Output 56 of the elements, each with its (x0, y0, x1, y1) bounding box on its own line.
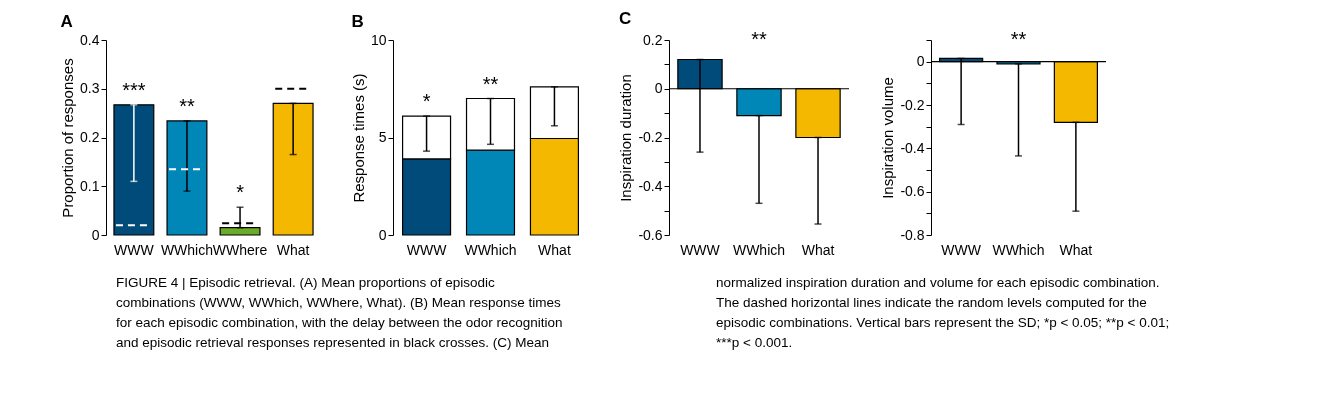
y-tick-label: -0.8 (900, 226, 925, 243)
y-tick-label: 0.2 (643, 31, 663, 48)
y-axis-title: Inspiration duration (617, 74, 635, 202)
y-tick-label: 0.4 (80, 31, 100, 48)
text: and episodic retrieval responses represented in black crosses. (C) Mean (116, 335, 549, 350)
y-tick-label: 0 (91, 226, 100, 243)
text: episodic combinations. Vertical bars represent the SD; *p < 0.05; **p < 0.01; (716, 315, 1170, 330)
y-tick-label: -0.4 (900, 139, 925, 156)
y-tick-label: -0.4 (638, 177, 663, 194)
chart-title: C (618, 9, 632, 28)
x-tick-label: What (1059, 241, 1093, 258)
y-tick-label: 10 (370, 31, 387, 48)
annotation: ** (482, 72, 499, 95)
x-tick-label: WWhich (992, 241, 1045, 258)
y-tick-label: 5 (378, 129, 387, 145)
annotation: ** (1010, 28, 1027, 50)
caption: FIGURE 4 | Episodic retrieval. (A) Mean proportions of episodic (116, 275, 495, 290)
bar (272, 102, 314, 236)
bar (166, 120, 208, 236)
x-tick-label: WWhich (732, 241, 786, 258)
annotation: * (236, 181, 245, 204)
y-axis-title: Response times (s) (349, 73, 367, 203)
chart-title: A (60, 12, 73, 31)
text: combinations (WWW, WWhich, WWhere, What). (B) Mean response times (116, 295, 562, 310)
y-axis-title: Proportion of responses (59, 58, 77, 218)
annotation: *** (122, 78, 146, 101)
annotation: * (422, 90, 431, 113)
x-tick-label: WWW (680, 241, 721, 258)
x-tick-label: What (276, 241, 310, 258)
text: ***p < 0.001. (716, 335, 793, 350)
annotation: ** (751, 28, 767, 50)
bar (113, 104, 155, 236)
x-tick-label: WWhich (160, 241, 214, 258)
x-tick-label: WWW (941, 241, 982, 258)
y-tick-label: 0.3 (80, 80, 100, 97)
y-tick-label: 0.2 (80, 129, 100, 145)
text: for each episodic combination, with the delay between the odor recognition (116, 315, 563, 330)
x-tick-label: What (801, 241, 835, 258)
x-tick-label: WWW (114, 241, 155, 258)
annotation: ** (179, 94, 195, 117)
y-tick-label: 0.1 (80, 177, 100, 194)
x-tick-label: What (538, 241, 571, 258)
text: normalized inspiration duration and volume for each episodic combination. (716, 275, 1160, 290)
y-tick-label: -0.6 (900, 183, 925, 200)
y-axis-title: Inspiration volume (879, 77, 897, 199)
x-tick-label: WWW (406, 241, 448, 258)
x-tick-label: WWhich (464, 241, 517, 258)
y-tick-label: -0.2 (638, 129, 663, 145)
x-tick-label: WWhere (212, 241, 268, 258)
chart-title: B (351, 12, 364, 31)
y-tick-label: -0.2 (900, 96, 925, 113)
y-tick-label: 0 (654, 80, 663, 97)
y-tick-label: 0 (378, 226, 387, 243)
text: The dashed horizontal lines indicate the random levels computed for the (716, 295, 1147, 310)
y-tick-label: 0 (916, 53, 925, 70)
y-tick-label: -0.6 (638, 226, 663, 243)
